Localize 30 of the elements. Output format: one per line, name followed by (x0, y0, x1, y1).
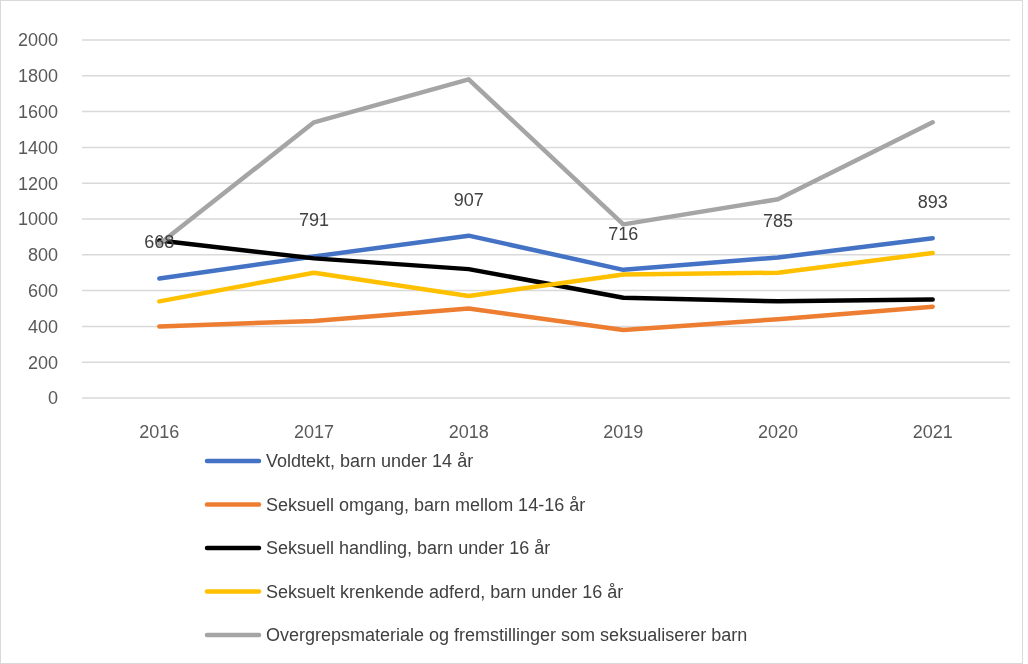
line-series (157, 250, 935, 304)
y-tick-label: 600 (27, 280, 58, 301)
x-tick-label: 2019 (603, 422, 644, 442)
y-tick-label: 0 (47, 388, 58, 409)
legend-label: Overgrepsmateriale og fremstillinger som seksualiserer barn (266, 625, 748, 646)
y-tick-label: 1800 (17, 66, 58, 87)
data-label: 716 (608, 223, 639, 244)
y-tick-label: 400 (27, 316, 58, 337)
data-label: 893 (917, 192, 948, 213)
line-series (157, 304, 935, 333)
y-tick-label: 1600 (17, 101, 58, 122)
y-tick-label: 2000 (17, 30, 58, 51)
y-tick-label: 800 (27, 245, 58, 266)
data-label: 785 (762, 211, 794, 232)
data-label: 668 (144, 232, 175, 253)
y-tick-label: 200 (27, 352, 58, 373)
y-tick-label: 1000 (17, 209, 58, 230)
data-label: 907 (453, 189, 484, 210)
legend-label: Seksuelt krenkende adferd, barn under 16 år (266, 581, 624, 602)
x-tick-label: 2020 (757, 422, 799, 442)
legend-label: Seksuell omgang, barn mellom 14-16 år (266, 494, 586, 515)
x-tick-label: 2018 (448, 422, 489, 442)
x-tick-label: 2021 (912, 422, 953, 442)
y-tick-label: 1400 (17, 137, 58, 158)
x-tick-label: 2016 (139, 422, 180, 442)
y-tick-label: 1200 (17, 173, 58, 194)
x-tick-label: 2017 (293, 422, 335, 442)
legend-label: Seksuell handling, barn under 16 år (266, 538, 551, 559)
data-label: 791 (298, 210, 330, 231)
legend-label: Voldtekt, barn under 14 år (266, 451, 474, 472)
